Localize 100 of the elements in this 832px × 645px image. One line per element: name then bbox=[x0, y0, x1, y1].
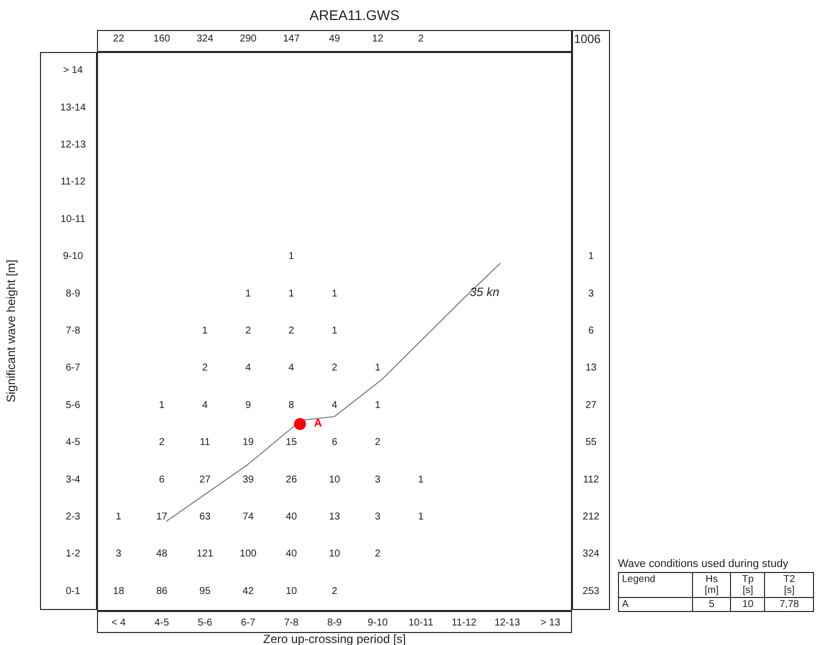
y2-tick-label: 27 bbox=[585, 400, 597, 411]
x-tick-label: 10-11 bbox=[408, 618, 434, 628]
y-tick-label: 1-2 bbox=[66, 548, 81, 560]
data-label: 8 bbox=[288, 400, 295, 411]
data-label: 42 bbox=[242, 586, 254, 597]
data-label: 10 bbox=[286, 586, 298, 597]
y2-tick-label: 6 bbox=[588, 326, 594, 336]
data-label: 27 bbox=[199, 474, 211, 486]
data-label: 39 bbox=[242, 474, 254, 486]
data-label: 63 bbox=[199, 512, 211, 522]
data-label: 2 bbox=[332, 362, 338, 374]
data-label: 13 bbox=[328, 512, 340, 522]
data-label: 10 bbox=[328, 474, 340, 486]
y-axis-title: Significant wave height [m] bbox=[4, 260, 18, 402]
y-tick-label: 3-4 bbox=[66, 474, 81, 486]
y-tick-label: > 14 bbox=[63, 65, 84, 76]
data-label: 2 bbox=[158, 437, 165, 448]
y2-tick-label: 1 bbox=[588, 251, 594, 262]
data-label: 1 bbox=[332, 326, 338, 336]
data-label: 11 bbox=[200, 437, 211, 448]
data-label: 100 bbox=[240, 548, 257, 560]
data-label: 74 bbox=[242, 512, 254, 522]
x-tick-label: 7-8 bbox=[284, 618, 299, 628]
data-label: 3 bbox=[374, 474, 381, 486]
data-label: 121 bbox=[196, 548, 214, 560]
data-label: 4 bbox=[288, 362, 295, 374]
data-label: 1 bbox=[116, 512, 122, 522]
y2-tick-label: 324 bbox=[582, 548, 600, 560]
x-tick-label: < 4 bbox=[111, 618, 126, 628]
y2-tick-label: 112 bbox=[583, 474, 600, 486]
x-tick-label: 12-13 bbox=[494, 618, 520, 628]
y2-tick-label: 253 bbox=[582, 586, 600, 597]
data-label: 4 bbox=[245, 362, 252, 374]
y-tick-label: 12-13 bbox=[60, 140, 86, 150]
annotation: 35 kn bbox=[470, 285, 500, 300]
y2-tick-label: 3 bbox=[588, 288, 594, 300]
data-label: 3 bbox=[374, 512, 381, 522]
x-tick-label: 6-7 bbox=[240, 618, 256, 628]
data-label: 40 bbox=[286, 512, 298, 522]
data-label: 2 bbox=[374, 548, 381, 560]
y2-tick-label: 13 bbox=[585, 362, 597, 374]
y-tick-label: 11-12 bbox=[60, 176, 86, 188]
text: 2 bbox=[418, 34, 424, 44]
data-label: 2 bbox=[202, 362, 208, 374]
y-tick-label: 8-9 bbox=[66, 288, 81, 300]
y2-tick-label: 55 bbox=[585, 437, 597, 448]
data-label: 9 bbox=[245, 400, 252, 411]
data-label: 17 bbox=[156, 512, 168, 522]
data-label: 2 bbox=[374, 437, 381, 448]
text: Tp [s] bbox=[730, 572, 765, 598]
data-label: 15 bbox=[286, 437, 298, 448]
text: A bbox=[618, 598, 692, 612]
text: 7,78 bbox=[764, 598, 814, 612]
data-label: 18 bbox=[113, 586, 125, 597]
data-label: 26 bbox=[286, 474, 298, 486]
text: 324 bbox=[196, 34, 214, 44]
data-label: 1 bbox=[202, 326, 208, 336]
data-label: 1 bbox=[158, 400, 165, 411]
data-label: 3 bbox=[116, 548, 122, 560]
text: 12 bbox=[372, 34, 384, 44]
data-label: 1 bbox=[245, 288, 252, 300]
y2-tick-label: 212 bbox=[582, 512, 600, 522]
y-tick-label: 4-5 bbox=[66, 437, 81, 448]
text: 49 bbox=[328, 34, 340, 44]
data-label: 95 bbox=[199, 586, 211, 597]
x-tick-label: 5-6 bbox=[198, 618, 213, 628]
data-label: 1 bbox=[418, 474, 424, 486]
data-label: 6 bbox=[158, 474, 165, 486]
data-label: 6 bbox=[332, 437, 338, 448]
y-tick-label: 6-7 bbox=[66, 362, 81, 374]
text: 147 bbox=[282, 34, 300, 44]
data-label: 1 bbox=[418, 512, 424, 522]
data-label: 48 bbox=[156, 548, 168, 560]
data-label: 1 bbox=[374, 400, 381, 411]
data-label: 2 bbox=[288, 326, 295, 336]
text: 5 bbox=[692, 598, 731, 612]
text: 1006 bbox=[574, 32, 602, 46]
data-label: 1 bbox=[288, 288, 295, 300]
text: Legend bbox=[618, 572, 692, 598]
data-label: 2 bbox=[332, 586, 338, 597]
y-tick-label: 13-14 bbox=[60, 102, 86, 114]
x-tick-label: > 13 bbox=[540, 618, 561, 628]
data-label: 4 bbox=[202, 400, 208, 411]
data-label: 40 bbox=[286, 548, 298, 560]
y-tick-label: 9-10 bbox=[62, 251, 84, 262]
y-tick-label: 5-6 bbox=[66, 400, 81, 411]
data-label: 4 bbox=[332, 400, 338, 411]
data-label: 2 bbox=[245, 326, 252, 336]
text: 290 bbox=[240, 34, 256, 44]
y-tick-label: 0-1 bbox=[66, 586, 81, 597]
x-tick-label: 9-10 bbox=[368, 618, 388, 628]
chart-title: AREA11.GWS bbox=[310, 7, 400, 23]
text: T2 [s] bbox=[764, 572, 814, 598]
text: Wave conditions used during study bbox=[618, 558, 790, 570]
annotation: A bbox=[314, 418, 322, 430]
text: 160 bbox=[153, 34, 170, 44]
data-label: 1 bbox=[374, 362, 381, 374]
data-label: 19 bbox=[242, 437, 254, 448]
y-tick-label: 7-8 bbox=[66, 326, 81, 336]
data-label: 1 bbox=[288, 251, 295, 262]
